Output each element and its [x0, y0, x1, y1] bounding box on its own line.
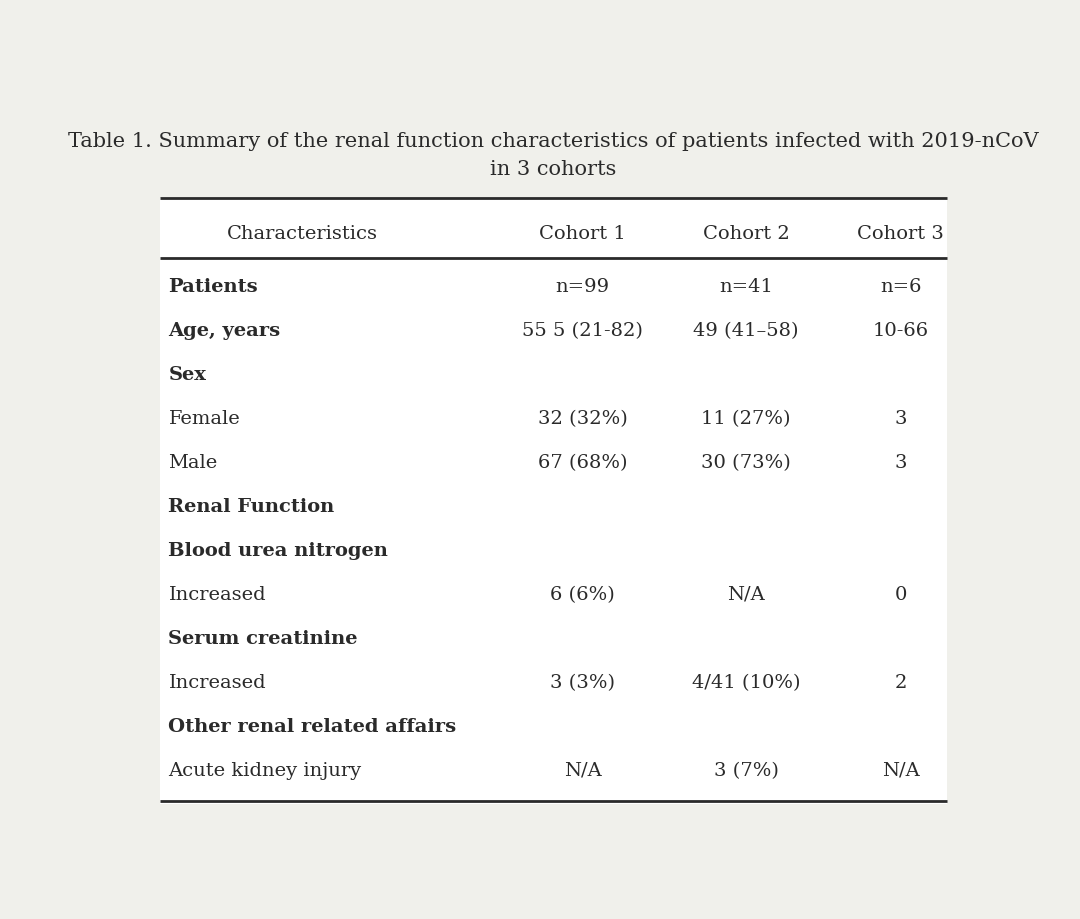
Text: n=99: n=99	[556, 278, 610, 296]
Text: 3 (7%): 3 (7%)	[714, 761, 779, 778]
Text: Blood urea nitrogen: Blood urea nitrogen	[168, 541, 389, 560]
Text: Cohort 3: Cohort 3	[858, 225, 944, 244]
Text: n=41: n=41	[719, 278, 773, 296]
Text: Cohort 1: Cohort 1	[539, 225, 626, 244]
Text: Age, years: Age, years	[168, 322, 281, 340]
Text: Serum creatinine: Serum creatinine	[168, 630, 357, 647]
Text: 55 5 (21-82): 55 5 (21-82)	[523, 322, 644, 340]
Text: 3: 3	[894, 410, 907, 428]
Text: n=6: n=6	[880, 278, 921, 296]
Text: Patients: Patients	[168, 278, 258, 296]
Text: Other renal related affairs: Other renal related affairs	[168, 717, 457, 735]
Text: in 3 cohorts: in 3 cohorts	[490, 160, 617, 179]
Text: 6 (6%): 6 (6%)	[551, 585, 616, 603]
Text: N/A: N/A	[727, 585, 765, 603]
Text: N/A: N/A	[882, 761, 920, 778]
Text: Increased: Increased	[168, 585, 266, 603]
Text: Increased: Increased	[168, 673, 266, 691]
Text: 10-66: 10-66	[873, 322, 929, 340]
Text: 32 (32%): 32 (32%)	[538, 410, 627, 428]
Text: 0: 0	[894, 585, 907, 603]
Text: 11 (27%): 11 (27%)	[701, 410, 791, 428]
Text: 30 (73%): 30 (73%)	[701, 454, 791, 471]
Text: Acute kidney injury: Acute kidney injury	[168, 761, 362, 778]
Text: 2: 2	[894, 673, 907, 691]
Bar	[160, 199, 947, 804]
Text: 67 (68%): 67 (68%)	[538, 454, 627, 471]
Text: 4/41 (10%): 4/41 (10%)	[692, 673, 800, 691]
Text: N/A: N/A	[564, 761, 602, 778]
Text: Female: Female	[168, 410, 240, 428]
Text: Male: Male	[168, 454, 218, 471]
Text: Characteristics: Characteristics	[227, 225, 378, 244]
Text: 3 (3%): 3 (3%)	[551, 673, 616, 691]
Text: Cohort 2: Cohort 2	[703, 225, 789, 244]
Text: Renal Function: Renal Function	[168, 497, 335, 516]
Text: 49 (41–58): 49 (41–58)	[693, 322, 799, 340]
Text: Table 1. Summary of the renal function characteristics of patients infected with: Table 1. Summary of the renal function c…	[68, 131, 1039, 151]
Text: 3: 3	[894, 454, 907, 471]
Text: Sex: Sex	[168, 366, 206, 384]
